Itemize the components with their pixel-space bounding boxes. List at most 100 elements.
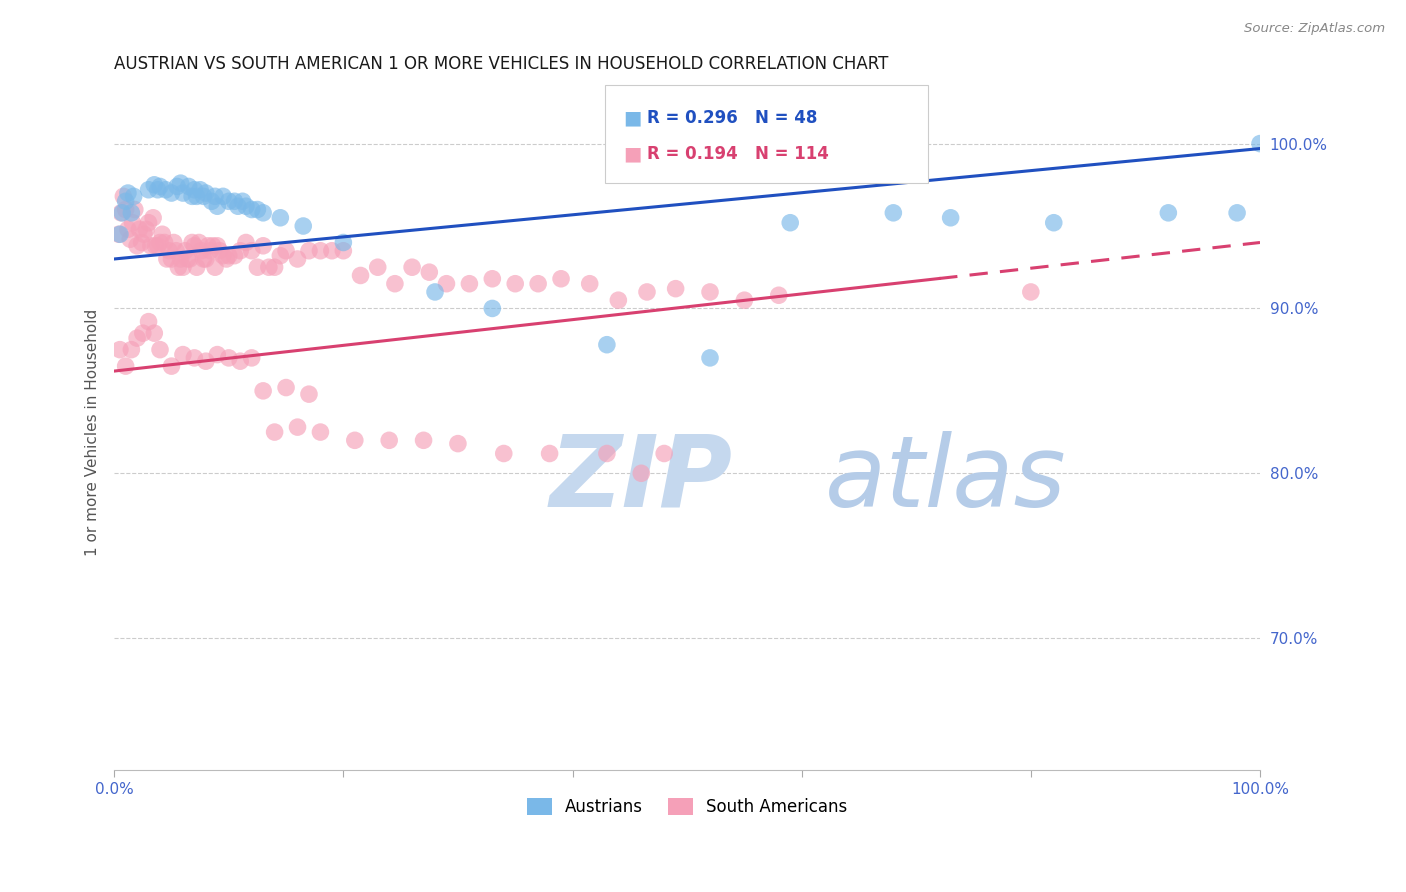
Point [190, 244, 212, 258]
Point [298, 387, 321, 401]
Point [240, 351, 263, 365]
Point [235, 235, 257, 250]
Point [215, 252, 238, 266]
Point [630, 467, 652, 481]
Point [699, 351, 721, 365]
Point [111, 206, 134, 220]
Point [131, 235, 153, 250]
Point [240, 202, 263, 217]
Point [224, 194, 246, 209]
Point [122, 189, 145, 203]
Text: AUSTRIAN VS SOUTH AMERICAN 1 OR MORE VEHICLES IN HOUSEHOLD CORRELATION CHART: AUSTRIAN VS SOUTH AMERICAN 1 OR MORE VEH… [114, 55, 889, 73]
Point [193, 252, 215, 266]
Point [166, 179, 188, 194]
Point [458, 277, 481, 291]
Point [636, 285, 658, 299]
Point [132, 326, 155, 341]
Point [596, 337, 619, 351]
Point [204, 260, 226, 275]
Point [186, 189, 208, 203]
Point [607, 293, 630, 308]
Point [127, 239, 149, 253]
Point [146, 239, 169, 253]
Point [779, 216, 801, 230]
Text: R = 0.194   N = 114: R = 0.194 N = 114 [647, 145, 828, 162]
Point [167, 260, 190, 275]
Point [117, 186, 139, 200]
Point [135, 222, 157, 236]
Point [212, 189, 235, 203]
Point [128, 222, 150, 236]
Point [160, 186, 183, 200]
Point [1019, 285, 1042, 299]
Point [160, 252, 183, 266]
Point [492, 446, 515, 460]
Point [114, 359, 136, 373]
Point [274, 244, 297, 258]
Point [193, 189, 215, 203]
Point [169, 252, 191, 266]
Point [332, 244, 354, 258]
Point [160, 359, 183, 373]
Point [149, 343, 172, 357]
Point [401, 260, 423, 275]
Point [229, 354, 252, 368]
Point [143, 326, 166, 341]
Point [188, 183, 211, 197]
Point [733, 293, 755, 308]
Point [287, 420, 309, 434]
Point [298, 244, 321, 258]
Point [139, 239, 162, 253]
Point [481, 301, 503, 316]
Point [550, 272, 572, 286]
Point [292, 219, 315, 233]
Point [138, 315, 160, 329]
Point [127, 331, 149, 345]
Point [124, 202, 146, 217]
Point [309, 244, 332, 258]
Point [257, 260, 280, 275]
Point [200, 244, 222, 258]
Point [194, 186, 217, 200]
Point [186, 260, 208, 275]
Point [120, 206, 142, 220]
Point [246, 202, 269, 217]
Y-axis label: 1 or more Vehicles in Household: 1 or more Vehicles in Household [86, 309, 100, 556]
Point [188, 235, 211, 250]
Point [183, 183, 205, 197]
Point [121, 216, 143, 230]
Text: Source: ZipAtlas.com: Source: ZipAtlas.com [1244, 22, 1385, 36]
Point [229, 244, 252, 258]
Point [197, 239, 219, 253]
Point [235, 199, 257, 213]
Point [142, 211, 165, 225]
Point [699, 285, 721, 299]
Point [538, 446, 561, 460]
Text: ■: ■ [623, 109, 641, 128]
Point [194, 354, 217, 368]
Point [218, 249, 240, 263]
Point [114, 194, 136, 209]
Point [652, 446, 675, 460]
Point [226, 199, 249, 213]
Point [120, 232, 142, 246]
Point [157, 244, 180, 258]
Point [108, 343, 131, 357]
Point [181, 235, 204, 250]
Point [349, 268, 371, 283]
Point [163, 235, 186, 250]
Point [207, 239, 229, 253]
Point [596, 446, 619, 460]
Point [218, 194, 240, 209]
Point [153, 235, 176, 250]
Point [384, 277, 406, 291]
Text: ZIP: ZIP [550, 431, 733, 528]
Point [343, 434, 366, 448]
Point [269, 211, 291, 225]
Point [117, 222, 139, 236]
Point [218, 351, 240, 365]
Point [578, 277, 600, 291]
Point [252, 384, 274, 398]
Point [145, 239, 167, 253]
Point [174, 244, 197, 258]
